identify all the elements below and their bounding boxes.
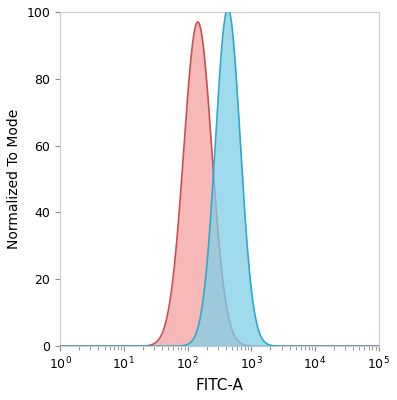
Y-axis label: Normalized To Mode: Normalized To Mode xyxy=(7,109,21,249)
X-axis label: FITC-A: FITC-A xyxy=(195,378,243,393)
